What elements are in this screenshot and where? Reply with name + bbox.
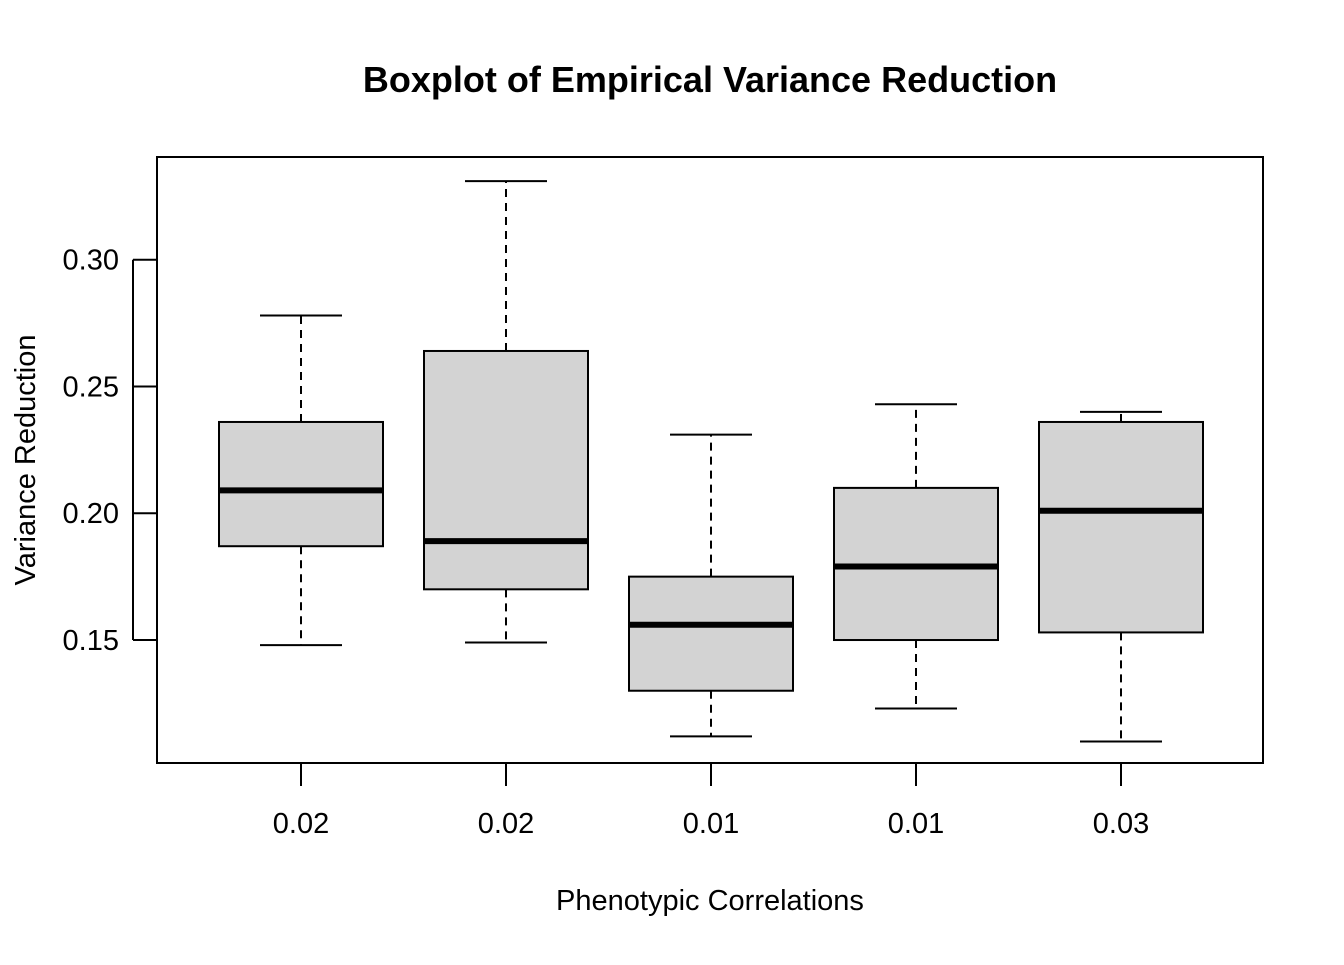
iqr-box [218,420,384,548]
y-tick-label: 0.25 [63,371,119,403]
y-tick-label: 0.15 [63,625,119,657]
chart-title: Boxplot of Empirical Variance Reduction [363,59,1057,100]
x-axis-label: Phenotypic Correlations [556,885,864,917]
iqr-box [1038,420,1204,634]
y-axis: 0.15 0.20 0.25 0.30 [63,245,157,657]
x-tick-label: 0.02 [478,808,534,840]
box-group [218,314,384,647]
boxes-layer [218,180,1204,743]
y-axis-label: Variance Reduction [10,335,42,586]
iqr-box [423,349,589,591]
box-group [628,433,794,738]
box-group [423,180,589,644]
x-tick-label: 0.02 [273,808,329,840]
y-tick-label: 0.20 [63,498,119,530]
x-axis: 0.02 0.02 0.01 0.01 0.03 [273,762,1149,840]
x-tick-label: 0.01 [683,808,739,840]
iqr-box [628,575,794,692]
box-group [1038,410,1204,743]
y-tick-label: 0.30 [63,245,119,277]
x-tick-label: 0.03 [1093,808,1149,840]
x-tick-label: 0.01 [888,808,944,840]
box-group [833,403,999,710]
